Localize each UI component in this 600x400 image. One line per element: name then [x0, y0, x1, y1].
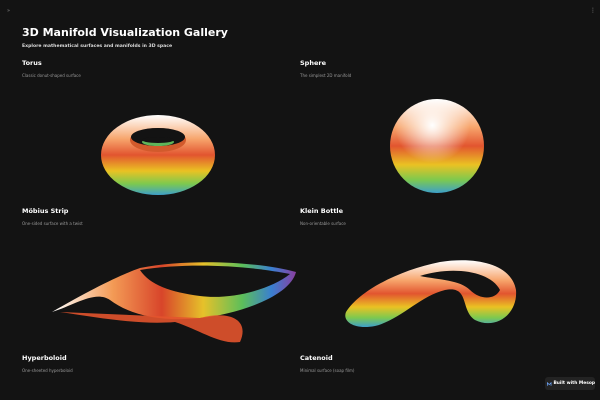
- card-description: One-sided surface with a twist: [22, 221, 83, 226]
- card-description: Minimal surface (soap film): [300, 368, 355, 373]
- badge-label: Built with Mesop: [553, 381, 595, 386]
- mobius-strip: [52, 262, 296, 343]
- card-description: One-sheeted hyperboloid: [22, 368, 73, 373]
- page-subtitle: Explore mathematical surfaces and manifo…: [22, 44, 173, 49]
- card-description: The simplest 2D manifold: [300, 73, 352, 78]
- badge[interactable]: Built with Mesop: [545, 377, 595, 390]
- page-title: 3D Manifold Visualization Gallery: [22, 26, 228, 39]
- klein-bottle: [345, 260, 517, 328]
- badge-icon: [547, 381, 552, 386]
- card-title: Torus: [22, 59, 42, 67]
- card-description: Classic donut-shaped surface: [22, 73, 81, 78]
- card-title: Catenoid: [300, 354, 333, 362]
- card-title: Hyperboloid: [22, 354, 67, 362]
- card-title: Möbius Strip: [22, 207, 69, 215]
- sphere: [390, 99, 484, 193]
- card-description: Non-orientable surface: [300, 221, 346, 226]
- menu-icon[interactable]: ⋮: [590, 7, 596, 14]
- sidebar-toggle[interactable]: »: [7, 8, 10, 14]
- card-title: Sphere: [300, 59, 326, 67]
- card-title: Klein Bottle: [300, 207, 344, 215]
- torus: [101, 115, 215, 195]
